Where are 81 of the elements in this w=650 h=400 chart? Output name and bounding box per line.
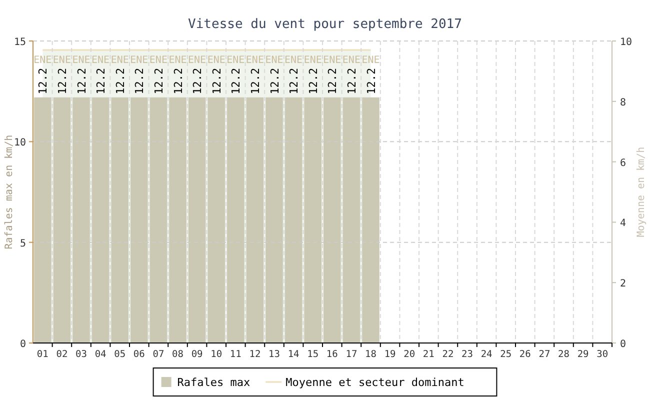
data-label: 12.2	[306, 68, 320, 94]
x-tick-label: 18	[365, 349, 377, 360]
data-label: ENE	[207, 55, 226, 66]
data-label: ENE	[226, 55, 245, 66]
data-label: 12.2	[268, 68, 282, 94]
x-tick-label: 02	[56, 349, 68, 360]
data-label: 12.2	[248, 68, 262, 94]
y2-tick-label: 10	[620, 37, 632, 48]
data-label: ENE	[323, 55, 342, 66]
x-tick-label: 11	[230, 349, 242, 360]
data-label: ENE	[362, 55, 380, 66]
data-label: ENE	[149, 55, 168, 66]
data-label: 12.2	[114, 68, 127, 94]
x-tick-label: 14	[288, 349, 300, 360]
data-label: ENE	[246, 55, 264, 66]
x-tick-label: 04	[94, 349, 107, 360]
x-tick-label: 12	[249, 349, 261, 360]
x-tick-label: 06	[133, 349, 146, 360]
x-tick-label: 10	[210, 349, 222, 360]
data-label: ENE	[342, 55, 360, 66]
data-label: 12.2	[133, 68, 146, 94]
data-label: 12.2	[75, 68, 88, 94]
data-label: 12.2	[152, 68, 166, 94]
x-tick-label: 22	[442, 349, 454, 360]
data-label: ENE	[265, 55, 284, 66]
x-tick-label: 16	[326, 349, 338, 360]
data-label: ENE	[34, 55, 52, 66]
y2-axis-title: Moyenne en km/h	[636, 146, 647, 238]
legend-label: Moyenne et secteur dominant	[286, 376, 464, 389]
y2-tick-label: 8	[620, 97, 626, 108]
data-label: 12.2	[288, 68, 301, 94]
data-label: 12.2	[172, 68, 185, 94]
x-tick-label: 19	[384, 349, 396, 360]
x-tick-label: 25	[500, 349, 512, 360]
x-tick-label: 05	[114, 349, 126, 360]
x-tick-label: 03	[76, 349, 87, 360]
data-label: ENE	[72, 55, 90, 66]
chart-title: Vitesse du vent pour septembre 2017	[188, 17, 462, 32]
data-label: 12.2	[191, 68, 204, 94]
x-tick-label: 27	[538, 349, 550, 360]
y2-tick-label: 2	[620, 278, 626, 290]
x-tick-label: 07	[152, 349, 164, 360]
x-tick-label: 01	[36, 349, 49, 360]
x-tick-label: 29	[577, 349, 590, 360]
data-label: 12.2	[94, 68, 108, 94]
data-label: ENE	[92, 55, 110, 66]
data-label: ENE	[52, 55, 71, 66]
legend-label: Rafales max	[177, 376, 251, 389]
y2-tick-label: 6	[620, 158, 626, 169]
data-label: 12.2	[364, 68, 378, 94]
data-label: ENE	[304, 55, 322, 66]
y-tick-label: 0	[20, 339, 26, 350]
x-tick-label: 13	[268, 349, 280, 360]
data-label: ENE	[188, 55, 206, 66]
data-label: ENE	[110, 55, 129, 66]
data-label: 12.2	[345, 68, 358, 94]
x-tick-label: 15	[307, 349, 319, 360]
y-axis-title: Rafales max en km/h	[4, 134, 15, 250]
data-label: 12.2	[326, 68, 340, 94]
x-tick-label: 24	[480, 349, 493, 360]
x-tick-label: 08	[172, 349, 184, 360]
y-tick-label: 5	[20, 238, 26, 250]
x-tick-label: 23	[462, 349, 473, 360]
x-tick-label: 28	[558, 349, 570, 360]
y2-tick-label: 0	[620, 339, 626, 350]
x-tick-label: 30	[596, 349, 608, 360]
x-tick-label: 17	[346, 349, 358, 360]
data-label: ENE	[130, 55, 148, 66]
data-label: ENE	[284, 55, 303, 66]
data-label: 12.2	[36, 68, 50, 94]
x-tick-label: 21	[422, 349, 435, 360]
data-label: ENE	[168, 55, 187, 66]
data-label: 12.2	[230, 68, 243, 94]
y-tick-label: 10	[14, 138, 26, 149]
x-tick-label: 26	[519, 349, 532, 360]
x-tick-label: 20	[404, 349, 416, 360]
y2-tick-label: 4	[620, 218, 626, 230]
data-label: 12.2	[210, 68, 224, 94]
data-label: 12.2	[56, 68, 69, 94]
y-tick-label: 15	[14, 37, 26, 48]
x-tick-label: 09	[191, 349, 204, 360]
